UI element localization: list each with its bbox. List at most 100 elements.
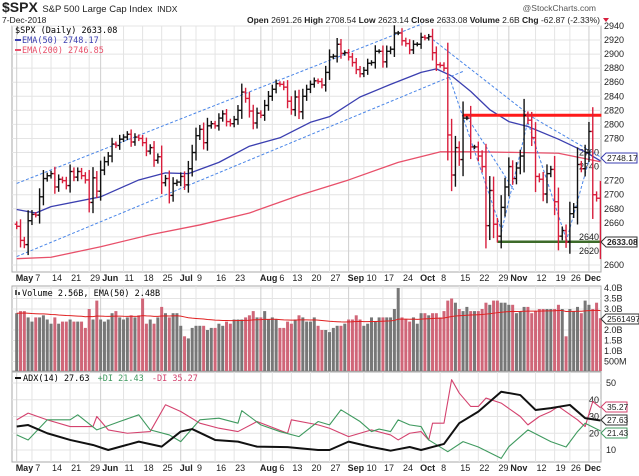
price-legend: $SPX (Daily) 2633.08 EMA(50) 2748.17 EMA… [15,26,117,56]
price-bar [564,224,569,248]
x-axis-label: Oct [420,273,435,283]
legend-volume: Volume 2.56B, EMA(50) 2.48B [22,289,160,299]
adx-lines [16,379,601,459]
legend-price: $SPX (Daily) 2633.08 [15,26,117,36]
x-axis-label: 17 [384,463,394,473]
price-bar [94,171,99,198]
price-bar [140,134,145,147]
price-bar [327,49,332,80]
x-axis-label: 27 [331,463,341,473]
price-bar [98,160,103,201]
x-axis-label: Nov [510,273,527,283]
volume-axis-label: 1.0B [604,346,623,356]
volume-bar [72,321,76,371]
volume-bar [522,306,526,371]
price-bar [323,65,328,92]
price-bar [583,144,588,177]
x-axis-label: 24 [403,273,413,283]
ema50-marker: 2748.17 [600,152,638,164]
volume-bar [331,327,335,371]
volume-bar [148,319,152,371]
adx-axis-label: 40 [589,395,599,405]
mdi-marker-value: 35.27 [607,402,629,412]
volume-bar [266,319,270,371]
volume-bar [125,317,129,371]
brand-logo[interactable]: @StockCharts.com [523,3,596,13]
x-axis-label: Dec [584,463,601,473]
volume-bar [118,317,122,371]
volume-bar [15,313,19,371]
volume-bar [576,306,580,371]
volume-bar [137,315,141,371]
volume-bar [347,319,351,371]
price-bar [186,160,191,193]
volume-bar [217,323,221,371]
x-axis-label: 13 [292,463,302,473]
price-bar [121,134,126,143]
price-axis-label: 2720 [604,176,624,186]
volume-bar [133,317,137,371]
x-axis-label: 7 [35,463,40,473]
x-axis-label: May [16,273,34,283]
x-axis-label: Jun [102,273,118,283]
volume-bar [293,319,297,371]
volume-bar [404,319,408,371]
price-bar [426,33,431,41]
volume-bar [465,306,469,371]
volume-bar [411,317,415,371]
volume-bar [19,311,23,371]
price-bar [71,167,76,182]
legend-mdi: -DI 35.27 [152,374,198,384]
volume-bar [160,306,164,371]
price-bar [29,210,34,226]
volume-bar [270,317,274,371]
volume-bar [396,288,400,371]
x-axis-label: 6 [279,273,284,283]
volume-bar [591,309,595,371]
price-axis-label: 2780 [604,133,624,143]
volume-icon [15,290,17,295]
price-bar [190,144,195,177]
channel-trendline [16,23,423,184]
price-bar [316,78,321,84]
price-bar [159,145,164,194]
price-bar [45,172,50,182]
price-bar [514,162,519,185]
x-axis-label: 20 [311,273,321,283]
price-bar [590,107,595,219]
adx-marker-value: 27.63 [607,415,629,425]
price-bar [110,137,115,163]
volume-bar [324,330,328,371]
moving-averages [16,68,601,260]
price-bar [125,131,130,141]
volume-bar [438,317,442,371]
volume-bar [259,317,263,371]
x-axis-label: 18 [144,273,154,283]
price-bar [392,25,397,57]
price-bar [171,177,176,202]
price-bar [37,188,42,224]
price-bar [434,46,439,71]
exchange: INDX [157,4,178,14]
price-bar [445,42,450,161]
price-bar [453,135,458,187]
price-bar [251,104,256,130]
volume-bar [122,319,126,371]
volume-bar [68,319,72,371]
x-axis-label: 26 [571,463,581,473]
price-bar [468,105,473,160]
price-bar [510,160,515,185]
price-bar [350,52,355,67]
price-axis-label: 2680 [604,204,624,214]
price-bar [579,160,584,173]
volume-axis-label: 1.5B [604,336,623,346]
price-bar [407,39,412,55]
price-bar [529,111,534,147]
price-bar [239,83,244,119]
volume-bar [87,309,91,371]
volume-bar [99,319,103,371]
volume-bars [15,288,602,371]
price-bar [113,141,118,149]
price-bar [216,113,221,131]
